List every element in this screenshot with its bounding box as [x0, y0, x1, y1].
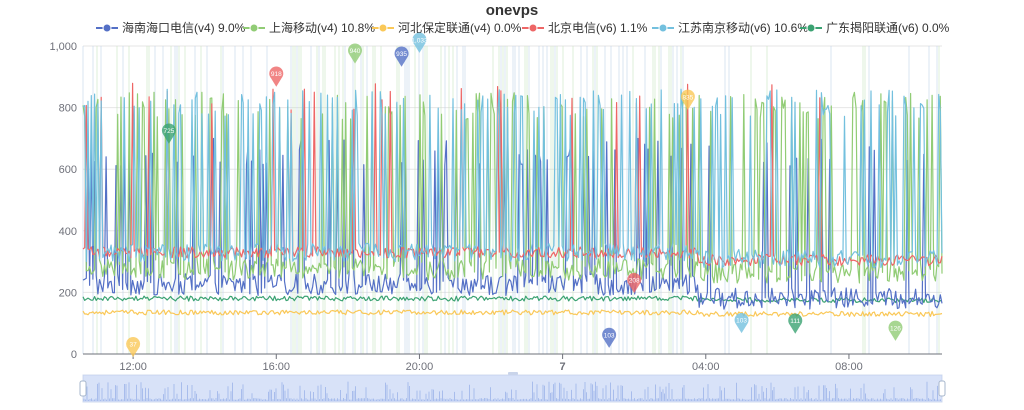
zoom-move-handle[interactable]	[508, 372, 518, 375]
marker-pin-label: 37	[129, 342, 137, 349]
marker-pin-shape	[394, 46, 409, 67]
legend-dot-icon	[102, 23, 112, 33]
x-tick-label: 04:00	[692, 361, 720, 373]
zoom-preview	[83, 381, 941, 401]
marker-pin[interactable]: 103	[734, 312, 749, 334]
marker-pin-shape	[888, 320, 903, 341]
legend-dot-icon	[528, 23, 538, 33]
legend-label: 上海移动(v4) 10.8%	[269, 20, 375, 35]
y-tick-label: 400	[59, 226, 77, 238]
point-markers: 37 725 918 940 935 1,033 103 208 835 103 111 126	[126, 32, 903, 358]
marker-pin-label: 208	[629, 278, 640, 285]
legend-dot-icon	[378, 23, 388, 33]
marker-pin-shape	[680, 89, 695, 110]
marker-pin-label: 103	[604, 332, 615, 339]
legend-dot-icon	[658, 23, 668, 33]
marker-pin-shape	[126, 336, 141, 358]
legend-item[interactable]: 广东揭阳联通(v6) 0.0%	[800, 20, 950, 35]
marker-pin[interactable]: 126	[888, 320, 903, 341]
marker-pin[interactable]: 918	[269, 66, 284, 87]
marker-pin-shape	[412, 32, 427, 53]
marker-pin-shape	[348, 43, 363, 64]
x-tick-label: 08:00	[835, 361, 863, 373]
legend-dot-icon	[249, 23, 259, 33]
x-tick-label: 12:00	[119, 361, 147, 373]
marker-pin[interactable]: 103	[602, 327, 617, 348]
marker-pin-label: 103	[736, 318, 747, 325]
legend-item[interactable]: 北京电信(v6) 1.1%	[522, 21, 648, 35]
marker-pin[interactable]: 111	[788, 313, 803, 334]
marker-pin[interactable]: 37	[126, 336, 141, 358]
marker-pin-label: 126	[890, 325, 901, 332]
marker-pin-label: 835	[682, 94, 693, 101]
marker-pin-label: 725	[163, 128, 174, 135]
series-line	[82, 309, 943, 317]
marker-pin-shape	[627, 272, 642, 294]
y-tick-label: 200	[59, 287, 77, 299]
marker-pin-shape	[269, 66, 284, 87]
legend-dot-icon	[806, 23, 816, 33]
marker-pin-label: 111	[790, 318, 800, 325]
data-zoom-slider[interactable]	[79, 372, 946, 403]
series-line	[82, 137, 943, 310]
y-tick-label: 0	[71, 349, 77, 361]
marker-pin-shape	[602, 327, 617, 348]
legend-item[interactable]: 河北保定联通(v4) 0.0%	[372, 20, 522, 35]
series-lines	[82, 82, 943, 317]
legend-label: 江苏南京移动(v6) 10.6%	[678, 20, 808, 35]
marker-pin[interactable]: 1,033	[411, 32, 428, 53]
x-tick-label: 20:00	[406, 361, 434, 373]
x-tick-label: 7	[560, 361, 566, 373]
marker-pin[interactable]: 935	[394, 46, 409, 67]
legend: 海南海口电信(v4) 9.0% 上海移动(v4) 10.8% 河北保定联通(v4) …	[96, 20, 950, 35]
marker-pin[interactable]: 208	[627, 272, 642, 294]
marker-pin[interactable]: 725	[161, 123, 176, 144]
legend-label: 海南海口电信(v4) 9.0%	[122, 20, 246, 35]
marker-pin-label: 1,033	[411, 37, 428, 44]
y-tick-label: 1,000	[49, 41, 77, 53]
zoom-handle-left[interactable]	[79, 380, 87, 397]
series-line	[82, 295, 943, 304]
legend-item[interactable]: 上海移动(v4) 10.8%	[243, 20, 375, 35]
x-tick-label: 16:00	[263, 361, 291, 373]
marker-pin-label: 935	[396, 51, 407, 58]
marker-pin-label: 940	[350, 48, 361, 55]
zoom-handle-right[interactable]	[938, 380, 946, 397]
marker-pin-label: 918	[271, 71, 282, 78]
marker-pin[interactable]: 835	[680, 89, 695, 110]
legend-label: 北京电信(v6) 1.1%	[548, 21, 648, 35]
marker-pin-shape	[734, 312, 749, 334]
legend-label: 广东揭阳联通(v6) 0.0%	[826, 20, 950, 35]
axes: 0 200 400 600 800 1,000 12:00 16:00 20:00 7 04:00 0…	[49, 41, 942, 373]
legend-label: 河北保定联通(v4) 0.0%	[398, 20, 522, 35]
y-tick-label: 600	[59, 164, 77, 176]
y-tick-label: 800	[59, 103, 77, 115]
series-line	[82, 88, 943, 269]
marker-pin-shape	[161, 123, 176, 144]
marker-pin[interactable]: 940	[348, 43, 363, 64]
chart-title: onevps	[486, 2, 539, 19]
zoom-selection[interactable]	[83, 375, 942, 402]
legend-item[interactable]: 海南海口电信(v4) 9.0%	[96, 20, 246, 35]
marker-pin-shape	[788, 313, 803, 334]
legend-item[interactable]: 江苏南京移动(v6) 10.6%	[652, 20, 808, 35]
